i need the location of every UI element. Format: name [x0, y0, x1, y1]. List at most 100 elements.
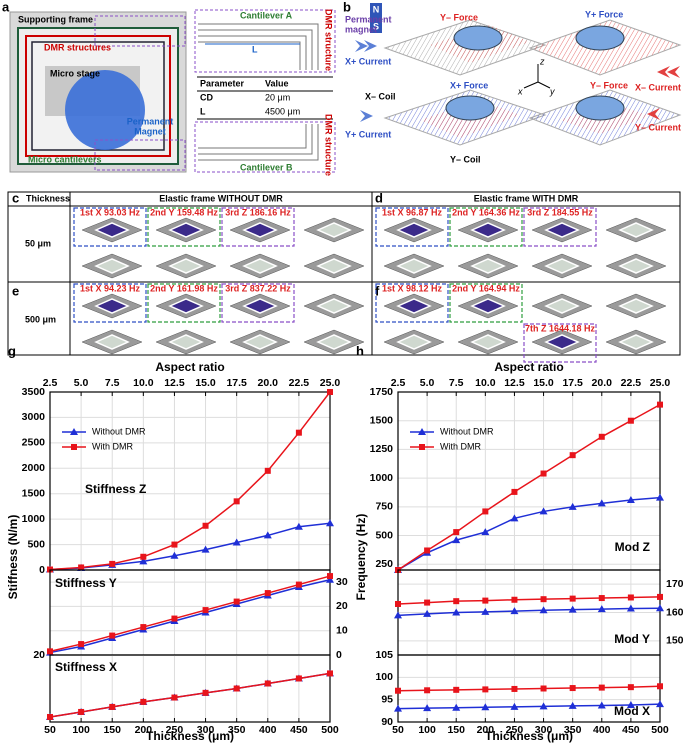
marker	[482, 686, 489, 693]
fem-stage	[544, 334, 580, 350]
y-tick-label: 1000	[370, 472, 394, 484]
annotation: Mod X	[614, 704, 650, 718]
marker	[394, 704, 402, 712]
label: DMR structure	[324, 114, 334, 176]
y-tick-label: 100	[375, 671, 393, 683]
x2-tick-label: 10.0	[133, 377, 154, 389]
y-tick-label: 1500	[22, 487, 46, 499]
label: X– Coil	[365, 91, 396, 101]
marker	[511, 488, 518, 495]
series-line	[49, 522, 331, 571]
legend-marker	[418, 428, 426, 435]
marker	[597, 499, 606, 507]
y-tick-label: 3500	[22, 386, 46, 398]
marker	[233, 598, 240, 605]
label: Y– Force	[590, 80, 628, 90]
marker	[569, 685, 576, 692]
x-tick-label: 150	[103, 724, 121, 736]
marker	[568, 605, 577, 613]
y-tick-label: 1000	[22, 513, 46, 525]
x2-tick-label: 25.0	[320, 377, 341, 389]
marker	[424, 599, 431, 606]
marker	[47, 648, 53, 655]
series-line	[49, 578, 331, 654]
marker	[294, 522, 303, 530]
row-label: 500 μm	[25, 314, 56, 324]
panel-cf: Thickness Elastic frame WITHOUT DMR Elas…	[7, 190, 681, 363]
marker	[656, 604, 664, 612]
mode-box	[449, 283, 523, 323]
x2-tick-label: 22.5	[621, 377, 642, 389]
x2-tick-label: 12.5	[504, 377, 525, 389]
marker	[233, 498, 240, 505]
marker	[78, 641, 85, 648]
x2-tick-label: 2.5	[43, 377, 58, 389]
table-header: Value	[265, 78, 289, 88]
dmr-frame	[25, 35, 171, 157]
marker	[327, 670, 333, 677]
mode-label: 1st X 93.03 Hz	[80, 207, 141, 217]
fem-stage	[316, 334, 352, 350]
series-line	[397, 607, 661, 617]
fem-stage	[618, 334, 654, 350]
annotation: Stiffness Z	[85, 482, 146, 496]
magnet-icon	[370, 3, 382, 33]
y-tick-label: 250	[375, 558, 393, 570]
marker	[482, 508, 489, 515]
fem-stage	[168, 222, 204, 238]
fem-stage	[242, 222, 278, 238]
y-tick-label: 0	[336, 649, 342, 661]
marker	[327, 573, 333, 580]
legend-marker	[71, 444, 77, 450]
marker	[627, 417, 634, 424]
marker	[627, 594, 634, 601]
table-cell: 4500 μm	[265, 106, 300, 116]
marker	[395, 687, 401, 694]
mode-label: 7th Z 1644.18 Hz	[525, 323, 596, 333]
mode-box	[375, 283, 449, 323]
mode-label: 1st X 94.23 Hz	[80, 283, 141, 293]
y-tick-label: 150	[666, 635, 684, 647]
marker	[597, 701, 606, 709]
mode-label: 1st X 96.87 Hz	[382, 207, 443, 217]
y-tick-label: 160	[666, 606, 684, 618]
y-tick-label: 3000	[22, 411, 46, 423]
label: Y– Coil	[450, 154, 481, 164]
mode-label: 3rd Z 837.22 Hz	[225, 283, 291, 293]
mode-box	[147, 283, 221, 323]
mode-label: 3rd Z 184.55 Hz	[527, 207, 593, 217]
series-line	[397, 403, 661, 571]
x-tick-label: 450	[290, 724, 308, 736]
x2-tick-label: 25.0	[650, 377, 671, 389]
fem-stage	[470, 222, 506, 238]
marker	[264, 680, 271, 687]
marker	[109, 560, 116, 567]
annotation: Stiffness X	[55, 660, 117, 674]
fem-stage	[168, 298, 204, 314]
x-tick-label: 400	[593, 724, 611, 736]
x2-axis-label: Aspect ratio	[494, 360, 563, 374]
x-tick-label: 300	[197, 724, 215, 736]
panel-letter: g	[8, 343, 16, 358]
table-cell: L	[200, 106, 206, 116]
y-tick-label: 20	[336, 600, 348, 612]
marker	[232, 538, 241, 546]
label: L	[252, 44, 258, 54]
marker	[264, 590, 271, 597]
panel-b: b N S Permanent magnet Y– Force Y+ Force…	[343, 0, 682, 164]
y-tick-label: 500	[375, 529, 393, 541]
marker	[510, 607, 519, 615]
marker	[109, 632, 116, 639]
panel-letter: a	[2, 0, 10, 14]
series-line	[397, 596, 661, 605]
table-cell: CD	[200, 92, 213, 102]
mode-box	[147, 207, 221, 247]
x2-tick-label: 20.0	[258, 377, 279, 389]
marker	[78, 708, 85, 715]
y-tick-label: 30	[336, 576, 348, 588]
mode-box	[523, 207, 597, 247]
fem-stage	[618, 298, 654, 314]
label: Y+ Force	[585, 9, 623, 19]
marker	[540, 470, 547, 477]
